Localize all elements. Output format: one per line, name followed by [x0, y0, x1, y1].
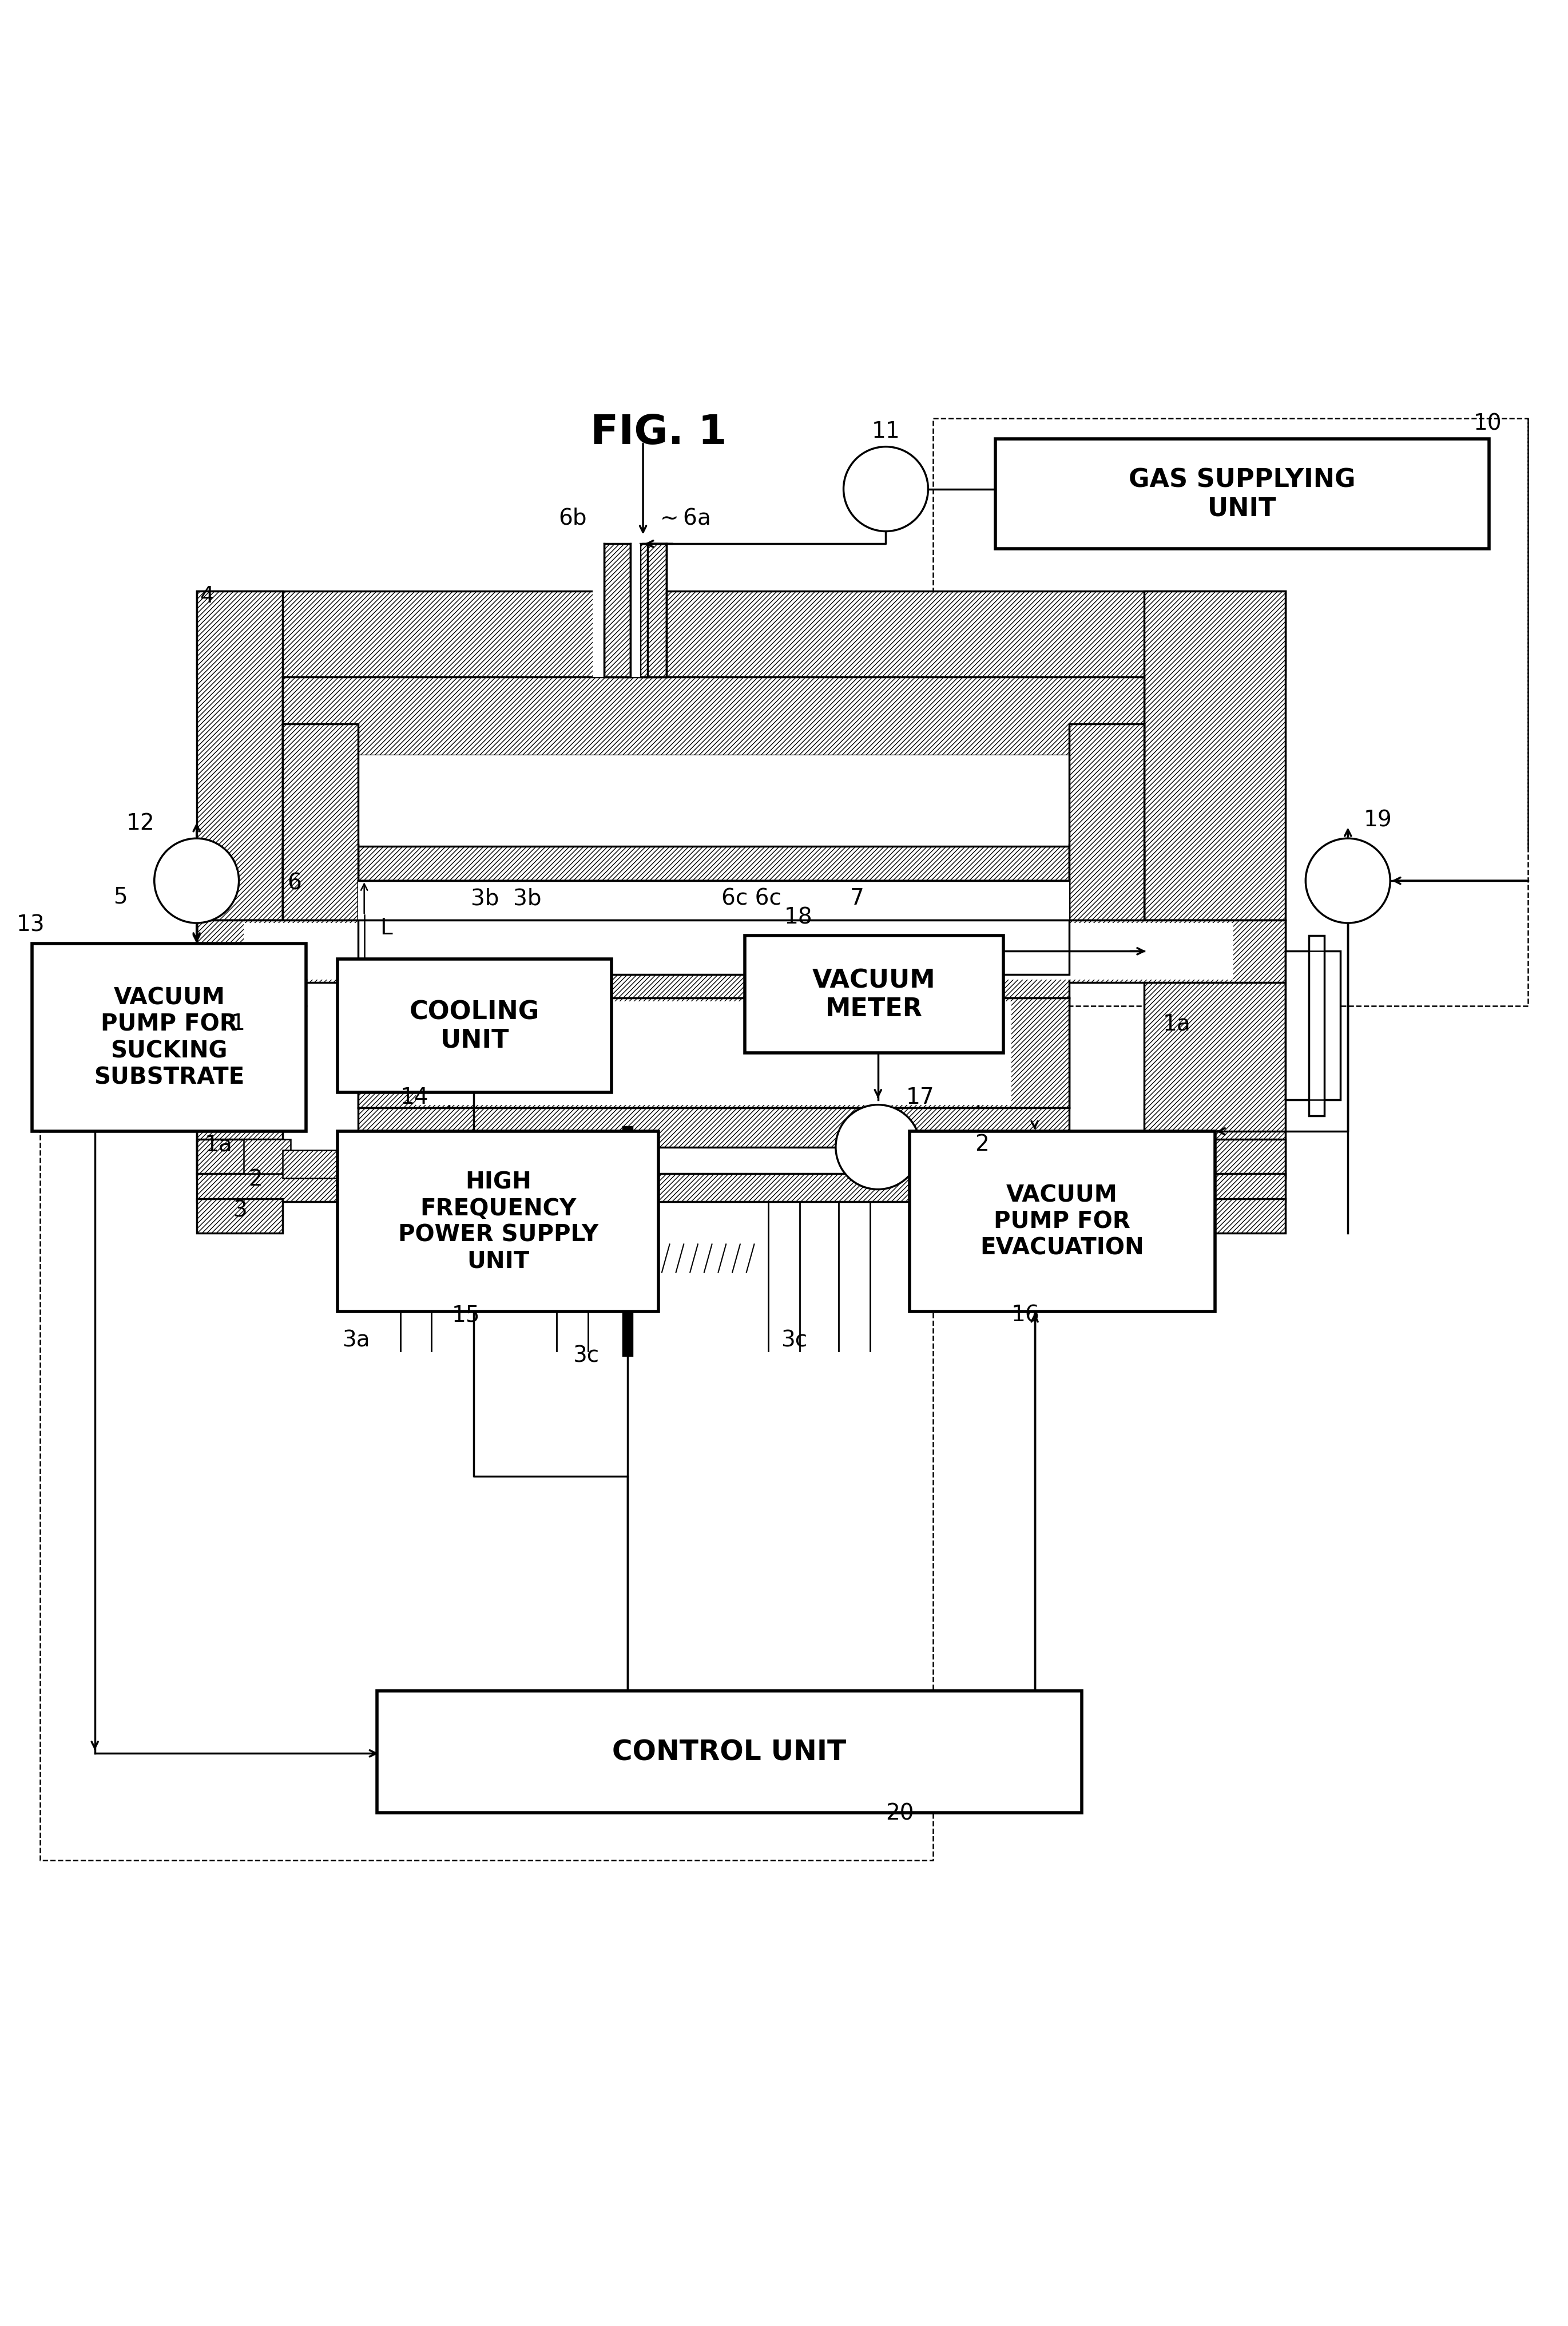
Bar — [1145, 921, 1286, 1179]
Bar — [1069, 723, 1145, 921]
Bar — [1145, 591, 1286, 921]
Bar — [282, 723, 358, 921]
Bar — [988, 921, 1286, 984]
Text: 2: 2 — [975, 1133, 989, 1156]
Text: $\sim$6a: $\sim$6a — [655, 507, 710, 528]
Text: VACUUM
METER: VACUUM METER — [812, 968, 936, 1021]
Bar — [416, 1003, 1011, 1105]
Bar — [996, 440, 1490, 549]
Bar — [978, 998, 1069, 1107]
Text: VACUUM
PUMP FOR
EVACUATION: VACUUM PUMP FOR EVACUATION — [980, 1184, 1145, 1261]
Text: 6: 6 — [287, 872, 301, 893]
Circle shape — [836, 1105, 920, 1189]
Bar — [1145, 1140, 1286, 1179]
Bar — [282, 756, 1145, 849]
Text: 4: 4 — [199, 586, 213, 607]
Text: 19: 19 — [1364, 809, 1392, 830]
Bar — [1069, 1151, 1145, 1179]
Bar — [640, 544, 666, 677]
Bar — [196, 1140, 282, 1179]
Bar — [282, 677, 1145, 756]
Text: 15: 15 — [452, 1305, 480, 1326]
Bar — [630, 544, 640, 677]
Circle shape — [844, 447, 928, 533]
Bar — [1286, 951, 1341, 1100]
Bar — [909, 1133, 1215, 1312]
Text: 17: 17 — [906, 1086, 935, 1107]
Text: 2: 2 — [248, 1168, 262, 1189]
Bar — [593, 544, 604, 677]
Bar — [358, 882, 1069, 921]
Bar — [408, 882, 1019, 921]
Text: 1: 1 — [230, 1012, 245, 1035]
Text: 6c 6c: 6c 6c — [721, 889, 781, 909]
Bar — [604, 544, 630, 677]
Text: 6b: 6b — [558, 507, 586, 528]
Bar — [358, 998, 448, 1107]
Bar — [376, 1691, 1082, 1812]
Text: 3c: 3c — [572, 1344, 599, 1368]
Text: 13: 13 — [16, 914, 45, 935]
Bar — [1145, 1198, 1286, 1233]
Text: 14: 14 — [400, 1086, 428, 1107]
Bar — [196, 1198, 282, 1233]
Text: COOLING
UNIT: COOLING UNIT — [409, 1000, 539, 1051]
Text: FIG. 1: FIG. 1 — [591, 414, 728, 454]
Bar — [358, 975, 1069, 998]
Bar — [337, 958, 612, 1093]
Text: 10: 10 — [1474, 414, 1502, 435]
Text: 3: 3 — [232, 1200, 246, 1221]
Text: 18: 18 — [784, 907, 812, 928]
Text: 20: 20 — [886, 1803, 914, 1824]
Bar — [991, 923, 1234, 979]
Bar — [196, 591, 282, 921]
Text: L: L — [379, 916, 392, 940]
Text: 3a: 3a — [342, 1328, 370, 1351]
Bar — [1098, 1140, 1145, 1175]
Text: HIGH
FREQUENCY
POWER SUPPLY
UNIT: HIGH FREQUENCY POWER SUPPLY UNIT — [398, 1170, 599, 1272]
Bar — [31, 944, 306, 1133]
Bar — [282, 1151, 358, 1179]
Text: CONTROL UNIT: CONTROL UNIT — [612, 1738, 847, 1765]
Text: 3c: 3c — [781, 1328, 808, 1351]
Bar — [1069, 844, 1145, 921]
Bar — [1309, 935, 1325, 1116]
Circle shape — [1306, 840, 1391, 923]
Bar — [196, 921, 439, 984]
Bar — [358, 882, 1069, 921]
Text: 16: 16 — [1011, 1305, 1040, 1326]
Circle shape — [154, 840, 238, 923]
Bar — [358, 1107, 1069, 1147]
Text: 5: 5 — [113, 886, 127, 907]
Text: 7: 7 — [850, 889, 864, 909]
Bar — [282, 844, 358, 921]
Bar — [196, 1175, 1286, 1203]
Bar — [745, 935, 1004, 1054]
Bar — [358, 998, 1069, 1107]
Bar — [337, 1133, 659, 1312]
Text: 3b  3b: 3b 3b — [470, 889, 541, 909]
Text: 1a: 1a — [204, 1133, 232, 1156]
Text: 1a: 1a — [1163, 1012, 1192, 1035]
Text: VACUUM
PUMP FOR
SUCKING
SUBSTRATE: VACUUM PUMP FOR SUCKING SUBSTRATE — [94, 986, 245, 1089]
Bar — [243, 1140, 290, 1175]
Text: 12: 12 — [125, 812, 155, 835]
Bar — [358, 921, 1069, 975]
Bar — [196, 921, 282, 1179]
Bar — [243, 923, 439, 979]
Bar — [282, 847, 1145, 882]
Text: GAS SUPPLYING
UNIT: GAS SUPPLYING UNIT — [1129, 468, 1356, 521]
Bar — [196, 591, 1286, 677]
Text: 11: 11 — [872, 421, 900, 442]
